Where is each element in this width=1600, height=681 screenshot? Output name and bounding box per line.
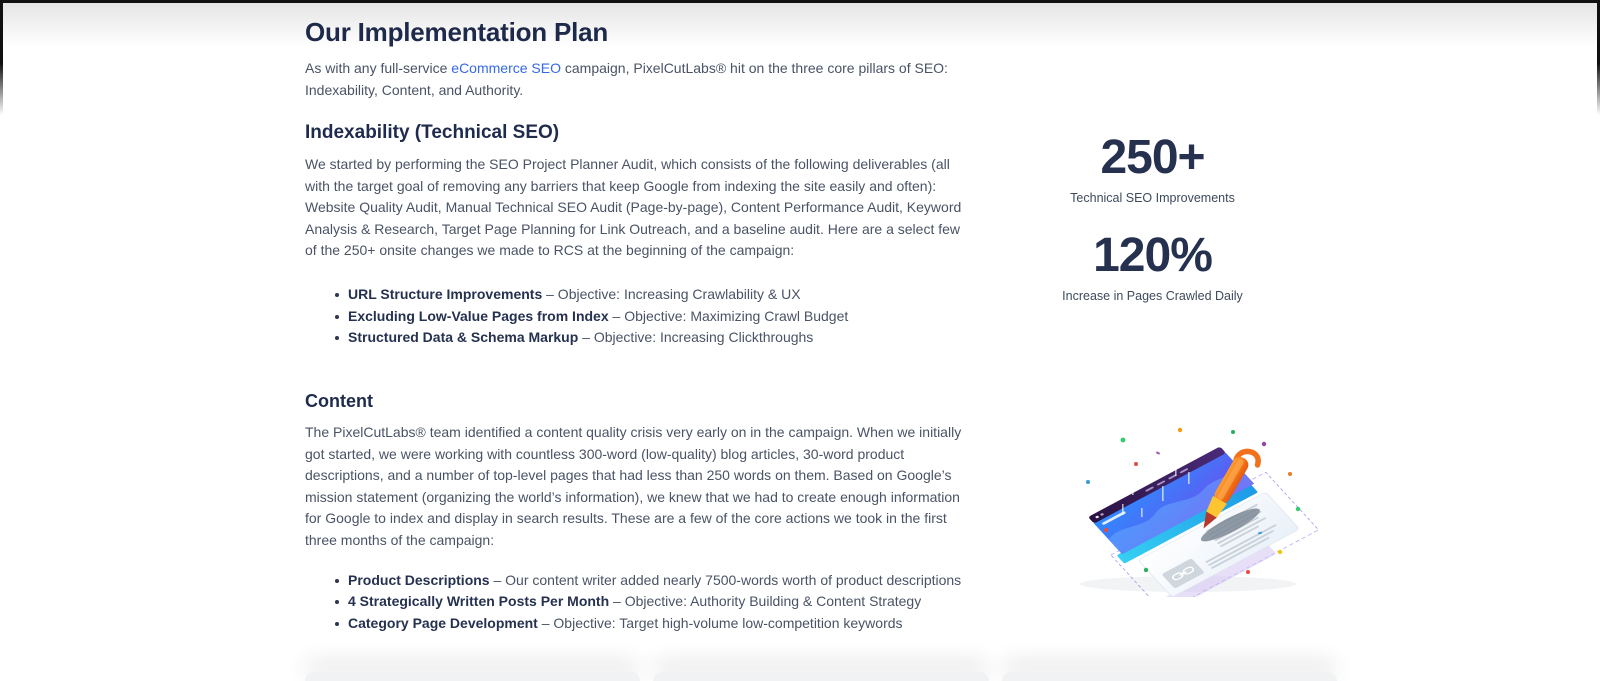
window-edge-right [1597, 0, 1600, 115]
bullet-bold: Product Descriptions [348, 571, 490, 588]
indexability-bullet-list: URL Structure Improvements – Objective: … [305, 284, 973, 349]
bullet-bold: 4 Strategically Written Posts Per Month [348, 593, 610, 610]
content-paragraph: The PixelCutLabs® team identified a cont… [305, 424, 962, 549]
bullet-bold: Excluding Low-Value Pages from Index [348, 307, 609, 324]
confetti-icon [1086, 427, 1301, 574]
bullet-bold: Category Page Development [348, 615, 538, 632]
stat-technical-seo: 250+ Technical SEO Improvements [1035, 132, 1270, 206]
rain-lines-icon [1122, 467, 1190, 517]
bullet-rest: – Objective: Increasing Crawlability & U… [542, 285, 801, 302]
window-edge-top [0, 0, 1600, 3]
stat-pages-crawled: 120% Increase in Pages Crawled Daily [1035, 230, 1270, 304]
list-item: Excluding Low-Value Pages from Index – O… [335, 306, 973, 328]
stat-label: Technical SEO Improvements [1070, 191, 1235, 205]
page-title: Our Implementation Plan [305, 17, 609, 47]
browser-window-icon [1089, 447, 1258, 564]
stat-value: 250+ [1100, 131, 1205, 184]
illustration-svg [1080, 427, 1320, 614]
list-item: Category Page Development – Objective: T… [335, 613, 973, 635]
bullet-bold: Structured Data & Schema Markup [348, 329, 579, 346]
content-bullet-list: Product Descriptions – Our content write… [305, 570, 973, 635]
stat-value: 120% [1093, 229, 1213, 282]
bullet-rest: – Our content writer added nearly 7500-w… [489, 571, 962, 588]
intro-text-post: campaign, PixelCutLabs® hit on the three… [305, 60, 948, 98]
intro-paragraph: As with any full-service eCommerce SEO c… [305, 57, 973, 101]
indexability-paragraph: We started by performing the SEO Project… [305, 156, 962, 259]
bullet-rest: – Objective: Maximizing Crawl Budget [608, 307, 849, 324]
document-sheet-icon [1139, 492, 1299, 597]
bullet-rest: – Objective: Target high-volume low-comp… [537, 615, 903, 632]
bottom-card [305, 672, 641, 681]
intro-text-pre: As with any full-service [305, 60, 452, 76]
list-item: Structured Data & Schema Markup – Object… [335, 327, 973, 349]
bottom-card [1001, 672, 1337, 681]
bottom-card [653, 672, 989, 681]
list-item: Product Descriptions – Our content write… [335, 570, 973, 592]
link-box-icon [1162, 559, 1204, 588]
bullet-rest: – Objective: Authority Building & Conten… [609, 593, 922, 610]
ink-shadow [1200, 508, 1260, 542]
stats-column: 250+ Technical SEO Improvements 120% Inc… [1035, 132, 1270, 304]
content-writing-illustration [1028, 412, 1328, 614]
bullet-bold: URL Structure Improvements [348, 285, 543, 302]
pen-icon [1203, 448, 1261, 529]
bullet-rest: – Objective: Increasing Clickthroughs [578, 329, 814, 346]
list-item: URL Structure Improvements – Objective: … [335, 284, 973, 306]
window-edge-left [0, 0, 3, 115]
section-heading-indexability: Indexability (Technical SEO) [305, 122, 560, 143]
list-item: 4 Strategically Written Posts Per Month … [335, 591, 973, 613]
stat-label: Increase in Pages Crawled Daily [1062, 289, 1243, 303]
ecommerce-seo-link[interactable]: eCommerce SEO [451, 60, 561, 76]
bottom-cards-row [305, 672, 1337, 681]
article-column: Our Implementation Plan As with any full… [305, 16, 973, 635]
section-heading-content: Content [305, 391, 373, 412]
